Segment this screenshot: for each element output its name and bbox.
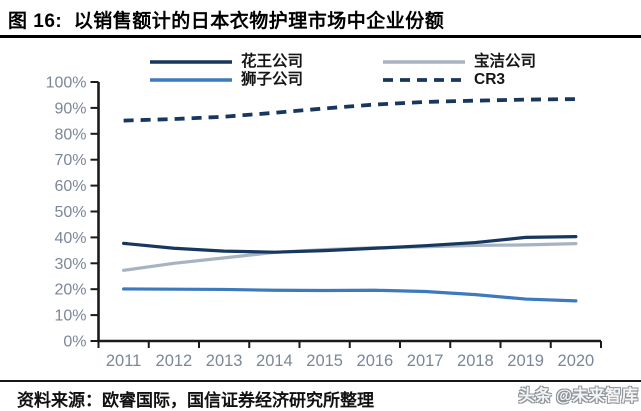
legend-swatch-dashed <box>383 77 465 82</box>
legend-item-3: CR3 <box>383 72 603 87</box>
y-tick-label: 30% <box>54 256 86 273</box>
x-tick-label: 2016 <box>357 352 394 370</box>
y-tick-label: 60% <box>54 178 86 195</box>
series-line-3 <box>123 97 576 123</box>
legend-label: 花王公司 <box>241 53 304 70</box>
x-tick-label: 2019 <box>507 352 544 370</box>
legend-swatch-solid <box>150 59 232 64</box>
legend-swatch-solid <box>150 77 232 82</box>
market-share-line-chart: 0% 10% 20% 30% 40% 50% 60% 70% 80% 90% 100% 2011 201… <box>46 75 602 370</box>
y-tick-label: 0% <box>63 334 86 351</box>
y-tick-label: 40% <box>54 230 86 247</box>
y-tick-label: 10% <box>54 308 86 325</box>
y-tick-label: 70% <box>54 152 86 169</box>
legend-label: CR3 <box>474 71 506 88</box>
legend-label: 宝洁公司 <box>474 53 537 70</box>
footer-divider <box>0 380 641 382</box>
series-line-0 <box>122 235 578 254</box>
x-tick-label: 2015 <box>306 352 343 370</box>
x-tick-label: 2012 <box>156 352 193 370</box>
y-tick-label: 20% <box>54 282 86 299</box>
series-line-2 <box>122 287 578 303</box>
x-tick-label: 2011 <box>106 352 141 370</box>
chart-legend: 花王公司 宝洁公司狮子公司 CR3 <box>150 54 603 87</box>
x-tick-label: 2018 <box>457 352 494 370</box>
y-tick-label: 90% <box>54 100 86 117</box>
y-tick-label: 50% <box>54 204 86 221</box>
legend-swatch-solid <box>383 59 465 64</box>
legend-item-0: 花王公司 <box>150 54 383 69</box>
data-source-note: 资料来源：欧睿国际，国信证券经济研究所整理 <box>17 391 374 410</box>
legend-item-1: 宝洁公司 <box>383 54 603 69</box>
x-tick-label: 2020 <box>558 352 595 370</box>
y-tick-label: 80% <box>54 126 86 143</box>
legend-item-2: 狮子公司 <box>150 72 383 87</box>
legend-label: 狮子公司 <box>241 71 304 88</box>
y-tick-label: 100% <box>46 75 87 92</box>
series-line-1 <box>122 242 578 272</box>
x-tick-label: 2013 <box>206 352 243 370</box>
x-tick-label: 2014 <box>256 352 293 370</box>
title-divider <box>0 35 641 38</box>
watermark: 头条 @未来智库 <box>518 387 638 405</box>
figure-title: 图 16: 以销售额计的日本衣物护理市场中企业份额 <box>8 11 445 32</box>
x-tick-label: 2017 <box>407 352 444 370</box>
